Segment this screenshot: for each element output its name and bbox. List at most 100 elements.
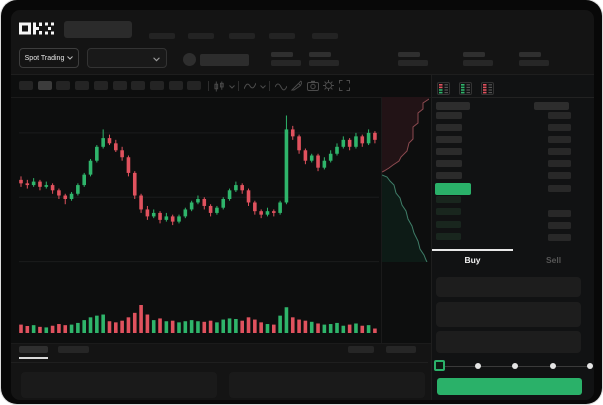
order-input-placeholder[interactable] [436, 302, 581, 327]
bid-price-placeholder[interactable] [436, 233, 461, 240]
nav-item-placeholder[interactable] [149, 33, 175, 39]
indicators-icon[interactable] [244, 81, 256, 91]
orders-action-placeholder[interactable] [386, 346, 416, 353]
nav-item-placeholder[interactable] [312, 33, 338, 39]
bid-amount-placeholder[interactable] [548, 210, 571, 217]
last-price-badge[interactable] [435, 183, 471, 195]
candle-body [227, 190, 232, 199]
chevron-down-icon[interactable] [260, 85, 266, 89]
candlestick-chart[interactable] [19, 100, 379, 292]
bid-price-placeholder[interactable] [436, 196, 461, 203]
volume-bar [139, 305, 143, 333]
volume-bar [221, 319, 226, 333]
ask-price-placeholder[interactable] [436, 172, 462, 179]
candle-body [63, 195, 68, 199]
fullscreen-icon[interactable] [339, 80, 350, 91]
ask-price-placeholder[interactable] [436, 160, 462, 167]
ask-price-placeholder[interactable] [436, 136, 462, 143]
orders-tab-active[interactable] [19, 346, 48, 353]
book-asks-only-icon[interactable] [481, 82, 494, 95]
bid-price-placeholder[interactable] [436, 208, 461, 215]
ask-amount-placeholder[interactable] [548, 160, 571, 167]
asks-depth-area [382, 97, 429, 172]
panel-left-divider [431, 75, 432, 400]
candle-body [145, 209, 150, 217]
timeframe-button[interactable] [37, 81, 52, 90]
candle-body [360, 136, 365, 144]
stat-value-placeholder [309, 60, 339, 66]
candle-body [265, 211, 270, 215]
nav-item-placeholder[interactable] [229, 33, 255, 39]
nav-item-placeholder[interactable] [188, 33, 214, 39]
candle-style-icon[interactable] [214, 81, 225, 92]
candle-body [366, 132, 371, 144]
tab-sell[interactable]: Sell [545, 255, 562, 265]
timeframe-button[interactable] [19, 81, 33, 90]
volume-bar [253, 319, 257, 333]
volume-bars[interactable] [19, 295, 379, 333]
orders-action-placeholder[interactable] [348, 346, 374, 353]
depth-chart[interactable] [382, 97, 429, 262]
order-input-placeholder[interactable] [436, 331, 581, 353]
pair-selector[interactable] [87, 48, 167, 68]
buy-submit-button[interactable] [437, 378, 582, 395]
timeframe-button[interactable] [75, 81, 90, 90]
book-asks-and-bids-icon[interactable] [437, 82, 450, 95]
slider-stop-dot[interactable] [512, 363, 518, 369]
timeframe-button[interactable] [149, 81, 164, 90]
order-input-placeholder[interactable] [436, 277, 581, 297]
ask-amount-placeholder[interactable] [548, 136, 571, 143]
toolbar-separator [208, 81, 209, 91]
volume-bar [316, 323, 320, 333]
volume-bar [335, 322, 339, 333]
chevron-down-icon[interactable] [229, 85, 235, 89]
search-input[interactable] [64, 21, 132, 38]
volume-bar [82, 320, 86, 333]
chevron-down-icon [153, 57, 160, 62]
candle-body [177, 216, 181, 222]
candle-body [19, 179, 23, 184]
candle-body [347, 139, 352, 147]
ask-price-placeholder[interactable] [436, 112, 462, 119]
settings-gear-icon[interactable] [323, 80, 334, 91]
ask-price-placeholder[interactable] [436, 124, 462, 131]
orders-tab[interactable] [58, 346, 89, 353]
slider-stop-dot[interactable] [549, 363, 556, 369]
timeframe-button[interactable] [187, 81, 202, 90]
timeframe-button[interactable] [93, 81, 108, 90]
volume-bar [107, 321, 112, 333]
slider-stop-dot[interactable] [587, 363, 593, 369]
slider-stop-dot[interactable] [474, 363, 481, 369]
draw-tool-icon[interactable] [291, 80, 302, 91]
avatar[interactable] [183, 53, 196, 66]
candle-body [82, 174, 86, 186]
ask-amount-placeholder[interactable] [548, 172, 571, 179]
ask-amount-placeholder[interactable] [548, 124, 571, 131]
ask-amount-placeholder[interactable] [548, 185, 571, 192]
timeframe-button[interactable] [112, 81, 127, 90]
candle-body [240, 185, 244, 191]
timeframe-button[interactable] [131, 81, 146, 90]
bid-price-placeholder[interactable] [436, 221, 461, 228]
market-type-selector[interactable]: Spot Trading [19, 48, 79, 68]
ask-amount-placeholder[interactable] [548, 148, 571, 155]
orders-tab-underline [19, 357, 48, 359]
screenshot-icon[interactable] [307, 80, 319, 91]
timeframe-button[interactable] [168, 81, 183, 90]
bid-amount-placeholder[interactable] [548, 222, 571, 229]
account-pill-placeholder[interactable] [200, 54, 249, 66]
line-tool-icon[interactable] [275, 82, 287, 91]
nav-item-placeholder[interactable] [269, 33, 295, 39]
candle-body [120, 150, 124, 158]
candle-body [221, 199, 226, 208]
bid-amount-placeholder[interactable] [548, 234, 571, 241]
ask-amount-placeholder[interactable] [548, 112, 571, 119]
candle-body [88, 160, 93, 175]
ask-price-placeholder[interactable] [436, 148, 462, 155]
candle-body [189, 202, 194, 210]
okx-logo[interactable] [19, 22, 57, 35]
book-bids-only-icon[interactable] [459, 82, 472, 95]
tab-buy[interactable]: Buy [464, 255, 481, 265]
slider-handle[interactable] [434, 360, 445, 371]
timeframe-button[interactable] [56, 81, 71, 90]
